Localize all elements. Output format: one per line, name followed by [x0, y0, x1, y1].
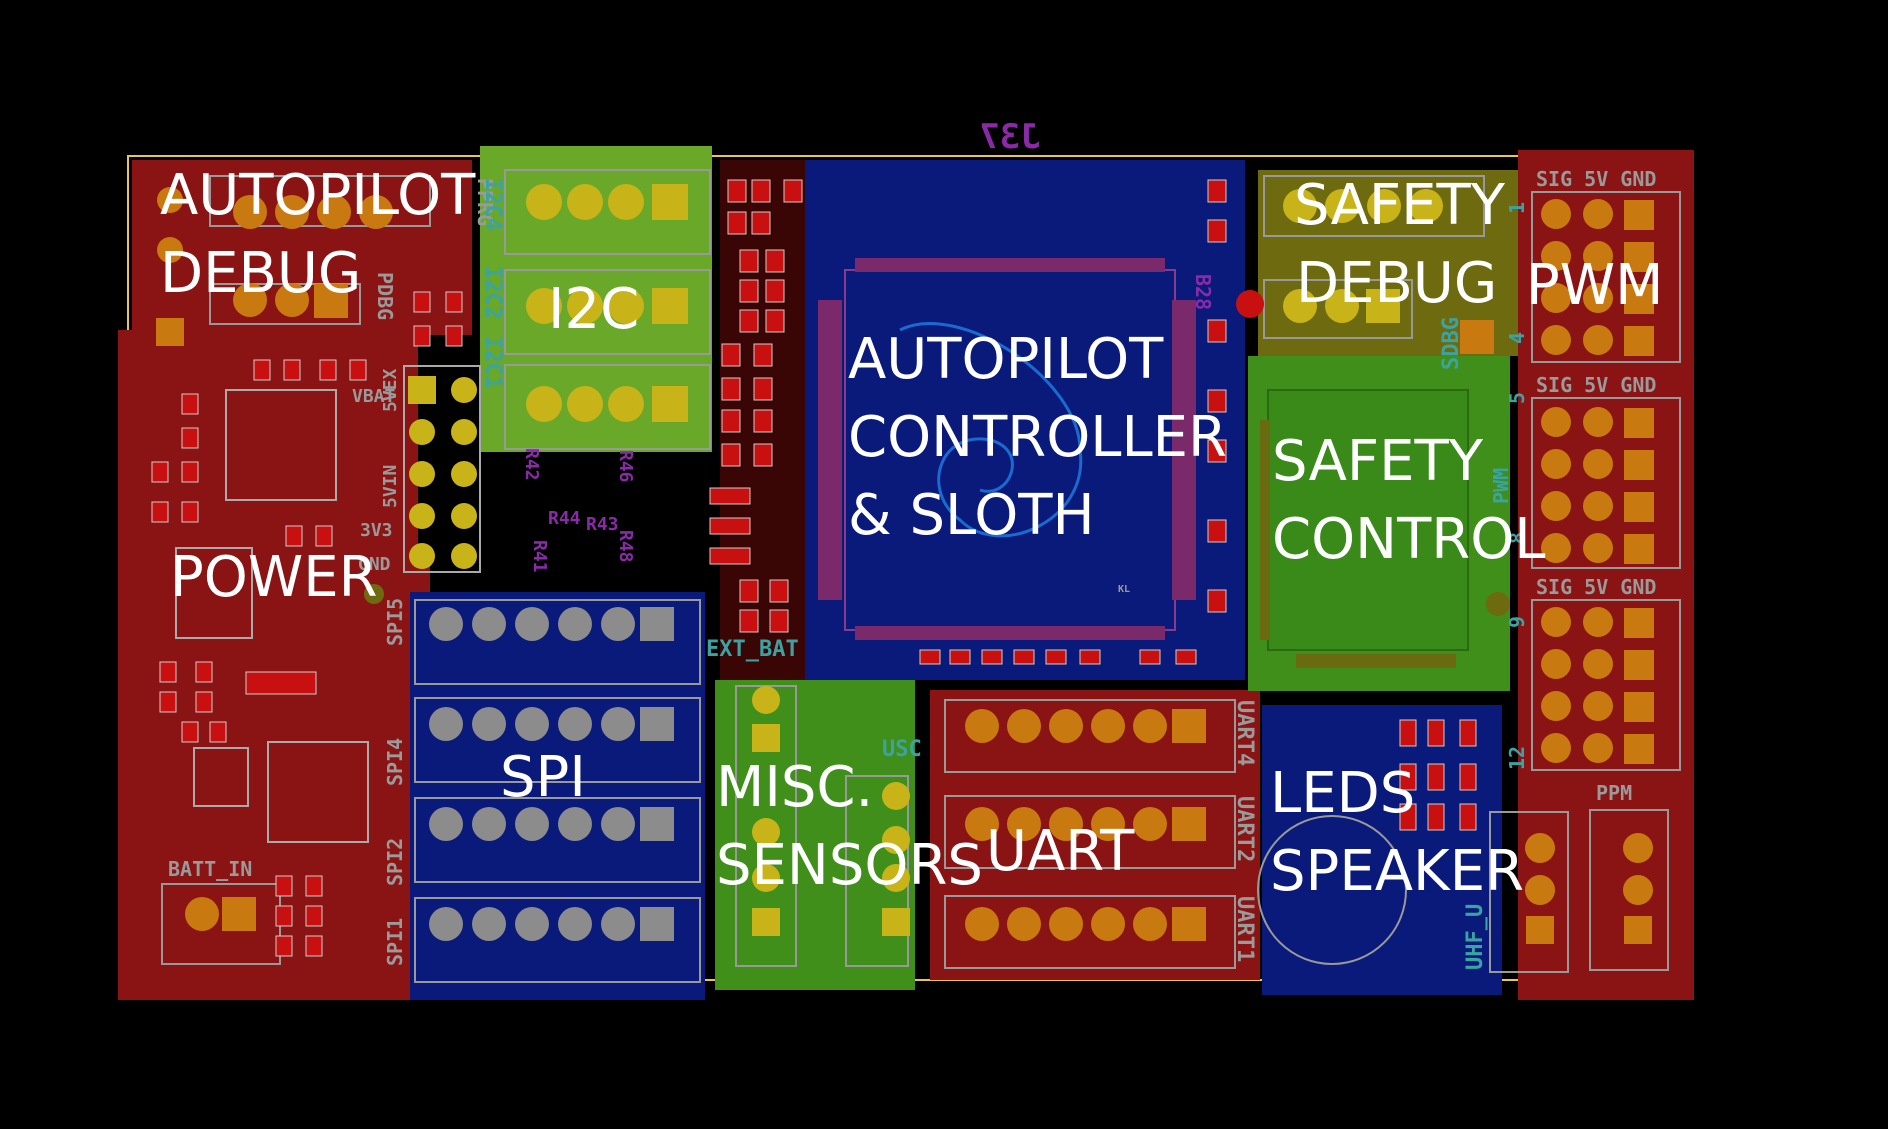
3v3-label: 3V3	[360, 520, 393, 541]
misc-sensors-label-1: MISC.	[716, 755, 873, 820]
spi2-label: SPI2	[383, 838, 407, 886]
uart4-label: UART4	[1232, 700, 1257, 766]
zone-leds-speaker	[1262, 705, 1502, 995]
autopilot-debug-header	[156, 175, 431, 346]
sdbg-label: SDBG	[1439, 317, 1464, 370]
gnd-label: GND	[358, 554, 391, 575]
pwm-channel-numbers: 1 4 5 8 9 12	[1505, 202, 1529, 770]
pwm-header-1: SIG 5V GND	[1536, 167, 1656, 191]
pwm-header-3: SIG 5V GND	[1536, 575, 1656, 599]
pprg-label: PPRG	[473, 178, 497, 226]
safety-debug-label-2: DEBUG	[1296, 251, 1497, 316]
safety-control-label-1: SAFETY	[1272, 429, 1484, 494]
pwm-ch-1: 1	[1505, 202, 1529, 214]
safety-debug-header	[1236, 175, 1494, 354]
smd-components	[151, 179, 1477, 957]
pwm-small-label: PWM	[1489, 468, 1513, 504]
autopilot-controller-label-1: AUTOPILOT	[848, 327, 1164, 392]
autopilot-debug-label-2: DEBUG	[160, 241, 361, 306]
pwm-label: PWM	[1526, 253, 1663, 318]
spi-label: SPI	[500, 745, 586, 810]
misc-sensors-headers	[735, 685, 910, 967]
spi-headers	[414, 599, 701, 983]
ppm-pads	[1623, 833, 1653, 944]
pwm-ch-4: 4	[1505, 332, 1529, 344]
power-label: POWER	[170, 545, 378, 610]
pwm-ch-9: 9	[1505, 616, 1529, 628]
autopilot-controller-label-3: & SLOTH	[848, 483, 1095, 548]
uart-label: UART	[986, 819, 1135, 884]
safety-control-label-2: CONTROL	[1272, 507, 1545, 572]
uhf-pads	[1525, 833, 1555, 944]
ppm-connector	[1589, 809, 1669, 971]
pdbg-label: PDBG	[373, 272, 397, 320]
ext-bat-label: EXT_BAT	[706, 637, 799, 662]
spi1-label: SPI1	[383, 918, 407, 966]
pwm-header-2: SIG 5V GND	[1536, 373, 1656, 397]
5vin-label: 5VIN	[380, 465, 401, 508]
batt-in-label: BATT_IN	[168, 857, 252, 881]
b28-label: B28	[1191, 274, 1215, 310]
spi4-label: SPI4	[383, 738, 407, 786]
batt-in-connector	[161, 883, 281, 965]
r41-label: R41	[529, 540, 550, 573]
pwm-headers	[1531, 191, 1681, 771]
r48-label: R48	[615, 530, 636, 563]
power-dot	[364, 584, 384, 604]
kl-mark: KL	[1118, 584, 1130, 595]
i2c4-label: I2C4	[480, 178, 505, 231]
vbat-label: VBAT	[352, 386, 396, 407]
leds-speaker-label-1: LEDS	[1270, 761, 1415, 826]
usc-label: USC	[882, 737, 922, 762]
r46-label: R46	[615, 450, 636, 483]
uhf-u-label: UHF_U	[1463, 904, 1488, 970]
autopilot-controller-label-2: CONTROLLER	[848, 405, 1227, 470]
uart1-label: UART1	[1232, 896, 1257, 962]
i2c2-label: I2C2	[480, 266, 505, 319]
uart2-label: UART2	[1232, 796, 1257, 862]
sloth-logo	[899, 322, 1083, 538]
mcu-pins	[818, 258, 1196, 640]
board-ref: J37	[979, 117, 1040, 157]
r43-label: R43	[586, 514, 619, 535]
safety-dot	[1486, 592, 1510, 616]
power-components	[175, 389, 369, 843]
autopilot-debug-label-1: AUTOPILOT	[160, 163, 476, 228]
pwm-ch-5: 5	[1505, 392, 1529, 404]
leds-speaker-label-2: SPEAKER	[1270, 839, 1524, 904]
safety-mcu-pins	[1260, 420, 1456, 668]
spi5-label: SPI5	[383, 598, 407, 646]
misc-sensors-label-2: SENSORS	[716, 833, 983, 898]
ppm-label: PPM	[1596, 781, 1632, 805]
r44-label: R44	[548, 508, 581, 529]
power-pin-header	[403, 365, 481, 573]
zone-misc-sensors	[715, 680, 915, 990]
r42-label: R42	[521, 448, 542, 481]
safety-mcu	[1267, 389, 1469, 651]
uart-headers	[944, 699, 1236, 969]
pwm-ch-12: 12	[1505, 746, 1529, 770]
speaker-outline	[1257, 815, 1407, 965]
pwm-ch-8: 8	[1505, 532, 1529, 544]
i2c-headers	[504, 169, 711, 450]
safety-debug-label-1: SAFETY	[1294, 173, 1506, 238]
i2c1-label: I2C1	[480, 336, 505, 389]
i2c-label: I2C	[548, 277, 639, 342]
uhf-connector	[1489, 811, 1569, 973]
5vex-label: 5VEX	[380, 368, 401, 412]
